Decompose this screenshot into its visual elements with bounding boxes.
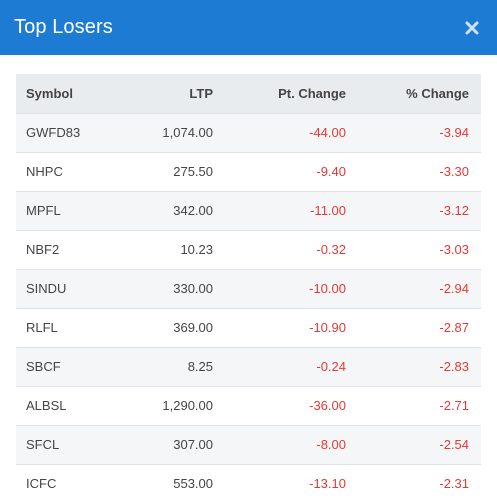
cell-pct-change: -2.31 (346, 463, 481, 503)
cell-ltp: 330.00 (106, 268, 213, 308)
cell-symbol[interactable]: SBCF (16, 346, 106, 386)
cell-pct-change: -3.12 (346, 190, 481, 230)
close-icon (465, 21, 479, 34)
cell-ltp: 1,074.00 (106, 112, 213, 152)
cell-ltp: 307.00 (106, 424, 213, 464)
table-row[interactable]: MPFL 342.00 -11.00 -3.12 (16, 190, 481, 230)
cell-pct-change: -2.83 (346, 346, 481, 386)
cell-pct-change: -2.94 (346, 268, 481, 308)
cell-symbol[interactable]: ICFC (16, 463, 106, 503)
cell-pt-change: -10.90 (213, 307, 346, 347)
cell-ltp: 369.00 (106, 307, 213, 347)
cell-ltp: 10.23 (106, 229, 213, 269)
cell-symbol[interactable]: ALBSL (16, 385, 106, 425)
modal-title: Top Losers (14, 16, 113, 38)
column-header-pct-change[interactable]: % Change (406, 85, 469, 101)
cell-ltp: 553.00 (106, 463, 213, 503)
cell-symbol[interactable]: MPFL (16, 190, 106, 230)
table-row[interactable]: ICFC 553.00 -13.10 -2.31 (16, 463, 481, 503)
cell-symbol[interactable]: SFCL (16, 424, 106, 464)
cell-ltp: 1,290.00 (106, 385, 213, 425)
table-row[interactable]: GWFD83 1,074.00 -44.00 -3.94 (16, 112, 481, 152)
cell-pt-change: -0.24 (213, 346, 346, 386)
cell-pt-change: -9.40 (213, 151, 346, 191)
cell-pct-change: -3.03 (346, 229, 481, 269)
cell-pct-change: -2.71 (346, 385, 481, 425)
cell-pt-change: -36.00 (213, 385, 346, 425)
cell-pct-change: -3.30 (346, 151, 481, 191)
cell-pct-change: -2.87 (346, 307, 481, 347)
table-row[interactable]: SBCF 8.25 -0.24 -2.83 (16, 346, 481, 386)
cell-symbol[interactable]: SINDU (16, 268, 106, 308)
cell-pct-change: -2.54 (346, 424, 481, 464)
cell-pt-change: -0.32 (213, 229, 346, 269)
table-row[interactable]: SINDU 330.00 -10.00 -2.94 (16, 268, 481, 308)
table-row[interactable]: NBF2 10.23 -0.32 -3.03 (16, 229, 481, 269)
close-button[interactable] (461, 17, 483, 39)
cell-symbol[interactable]: RLFL (16, 307, 106, 347)
cell-symbol[interactable]: NHPC (16, 151, 106, 191)
table-row[interactable]: ALBSL 1,290.00 -36.00 -2.71 (16, 385, 481, 425)
cell-ltp: 342.00 (106, 190, 213, 230)
modal-header: Top Losers (0, 0, 497, 55)
cell-pt-change: -13.10 (213, 463, 346, 503)
cell-pt-change: -10.00 (213, 268, 346, 308)
cell-pt-change: -8.00 (213, 424, 346, 464)
column-header-ltp[interactable]: LTP (189, 85, 213, 101)
losers-table: Symbol LTP Pt. Change % Change GWFD83 1,0… (16, 74, 481, 503)
cell-symbol[interactable]: GWFD83 (16, 112, 106, 152)
cell-pt-change: -11.00 (213, 190, 346, 230)
cell-symbol[interactable]: NBF2 (16, 229, 106, 269)
cell-ltp: 275.50 (106, 151, 213, 191)
table-header-row: Symbol LTP Pt. Change % Change (16, 74, 481, 113)
modal-body: Symbol LTP Pt. Change % Change GWFD83 1,0… (0, 55, 497, 503)
cell-pct-change: -3.94 (346, 112, 481, 152)
table-row[interactable]: SFCL 307.00 -8.00 -2.54 (16, 424, 481, 464)
table-row[interactable]: NHPC 275.50 -9.40 -3.30 (16, 151, 481, 191)
cell-pt-change: -44.00 (213, 112, 346, 152)
column-header-symbol[interactable]: Symbol (26, 85, 73, 101)
table-row[interactable]: RLFL 369.00 -10.90 -2.87 (16, 307, 481, 347)
cell-ltp: 8.25 (106, 346, 213, 386)
column-header-pt-change[interactable]: Pt. Change (278, 85, 346, 101)
